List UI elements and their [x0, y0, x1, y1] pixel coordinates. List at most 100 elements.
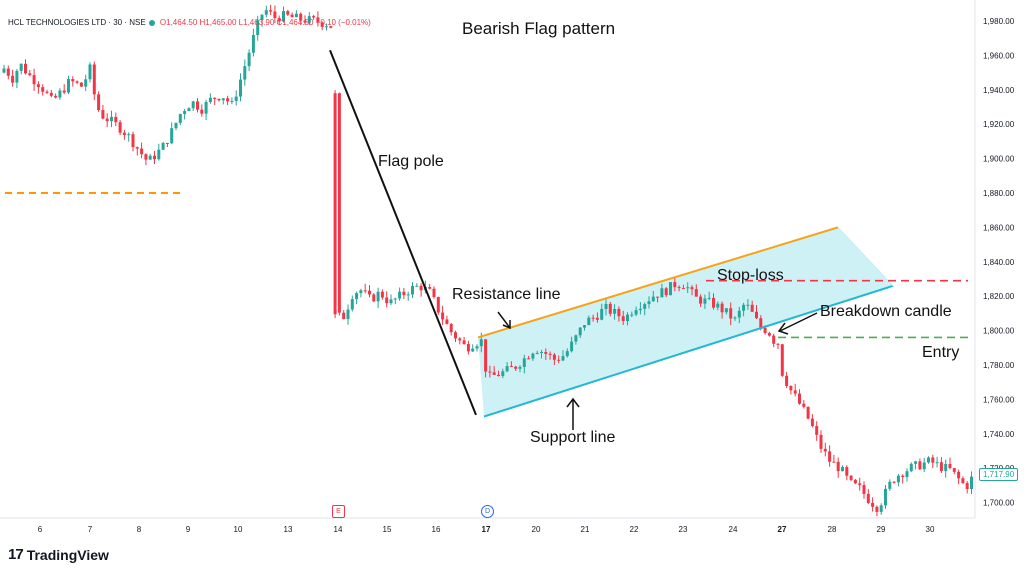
candle-body	[570, 341, 574, 352]
y-tick-label: 1,940.00	[983, 86, 1015, 95]
candle-body	[466, 344, 470, 352]
candle-body	[204, 102, 208, 114]
x-tick-label: 27	[778, 525, 787, 534]
candle-body	[71, 79, 75, 82]
candle-body	[565, 351, 569, 357]
candle-body	[948, 463, 952, 469]
candle-body	[497, 374, 500, 377]
candle-body	[716, 303, 720, 308]
candle-body	[282, 11, 285, 22]
candle-body	[140, 148, 144, 155]
y-tick-label: 1,860.00	[983, 223, 1015, 232]
candle-body	[694, 289, 698, 297]
flag-pole-label: Flag pole	[378, 153, 444, 170]
breakdown-arrow-shaft	[779, 312, 818, 332]
candle-body	[531, 353, 535, 359]
candle-body	[767, 332, 771, 336]
candle-body	[127, 134, 131, 136]
tradingview-brand[interactable]: 17 TradingView	[8, 546, 109, 563]
candle-body	[329, 26, 333, 28]
candle-body	[62, 90, 66, 93]
candle-body	[449, 324, 453, 333]
x-tick-label: 22	[630, 525, 639, 534]
breakdown-label: Breakdown candle	[820, 303, 952, 320]
candle-body	[729, 308, 733, 319]
candle-body	[11, 75, 15, 83]
candle-body	[333, 93, 337, 315]
y-tick-label: 1,840.00	[983, 258, 1015, 267]
candle-body	[2, 68, 6, 73]
y-tick-label: 1,820.00	[983, 292, 1015, 301]
candle-body	[939, 462, 943, 472]
close-value: C1,464.50	[276, 18, 314, 27]
candle-body	[84, 79, 88, 87]
candle-body	[557, 359, 561, 361]
x-tick-label: 24	[729, 525, 738, 534]
candle-body	[15, 70, 19, 83]
candle-body	[273, 11, 277, 19]
dividend-marker[interactable]: D	[481, 505, 494, 518]
candle-body	[858, 483, 862, 486]
candle-body	[303, 20, 307, 23]
candle-body	[806, 406, 810, 419]
earnings-marker[interactable]: E	[332, 505, 345, 518]
candle-body	[621, 316, 625, 322]
candle-body	[458, 338, 462, 341]
candle-body	[122, 132, 126, 136]
candle-body	[944, 463, 948, 472]
candle-body	[699, 296, 703, 304]
candle-body	[690, 287, 694, 290]
x-tick-label: 14	[334, 525, 343, 534]
candle-body	[746, 304, 750, 306]
candle-body	[316, 17, 320, 23]
support-arrow-head	[566, 397, 580, 408]
candle-body	[411, 285, 414, 295]
candle-body	[41, 87, 45, 92]
candle-body	[759, 318, 763, 328]
candle-body	[286, 11, 290, 15]
candle-body	[380, 291, 384, 298]
x-tick-label: 29	[877, 525, 886, 534]
last-price-tag: 1,717.90	[979, 468, 1019, 481]
candle-body	[535, 352, 539, 354]
brand-name: TradingView	[26, 546, 109, 563]
candle-body	[514, 366, 518, 369]
x-tick-label: 23	[679, 525, 688, 534]
candle-body	[720, 303, 724, 313]
candle-body	[952, 468, 956, 472]
candle-body	[239, 79, 242, 97]
candle-body	[428, 286, 432, 289]
candle-body	[221, 98, 225, 101]
candle-body	[583, 325, 586, 328]
candle-body	[350, 299, 354, 310]
candle-body	[836, 461, 840, 472]
x-tick-label: 21	[581, 525, 590, 534]
candle-body	[785, 375, 789, 386]
candle-body	[243, 66, 247, 80]
candle-body	[819, 434, 823, 449]
candle-body	[802, 403, 806, 407]
candle-body	[578, 327, 582, 336]
candle-body	[406, 294, 410, 296]
candle-body	[509, 366, 513, 368]
candle-body	[118, 122, 122, 133]
candle-body	[656, 296, 660, 298]
y-tick-label: 1,740.00	[983, 430, 1015, 439]
candle-body	[488, 371, 492, 373]
open-value: O1,464.50	[159, 18, 198, 27]
title: Bearish Flag pattern	[462, 19, 615, 38]
x-tick-label: 16	[432, 525, 441, 534]
candle-body	[608, 303, 612, 314]
candle-body	[849, 475, 853, 480]
candle-body	[617, 308, 621, 317]
candle-body	[957, 471, 961, 479]
candle-body	[234, 96, 238, 101]
candle-body	[884, 488, 887, 506]
candle-body	[368, 290, 371, 295]
candle-body	[789, 385, 793, 391]
candle-body	[161, 142, 165, 150]
candle-body	[217, 98, 221, 101]
candle-body	[58, 90, 62, 98]
candle-body	[527, 358, 531, 360]
